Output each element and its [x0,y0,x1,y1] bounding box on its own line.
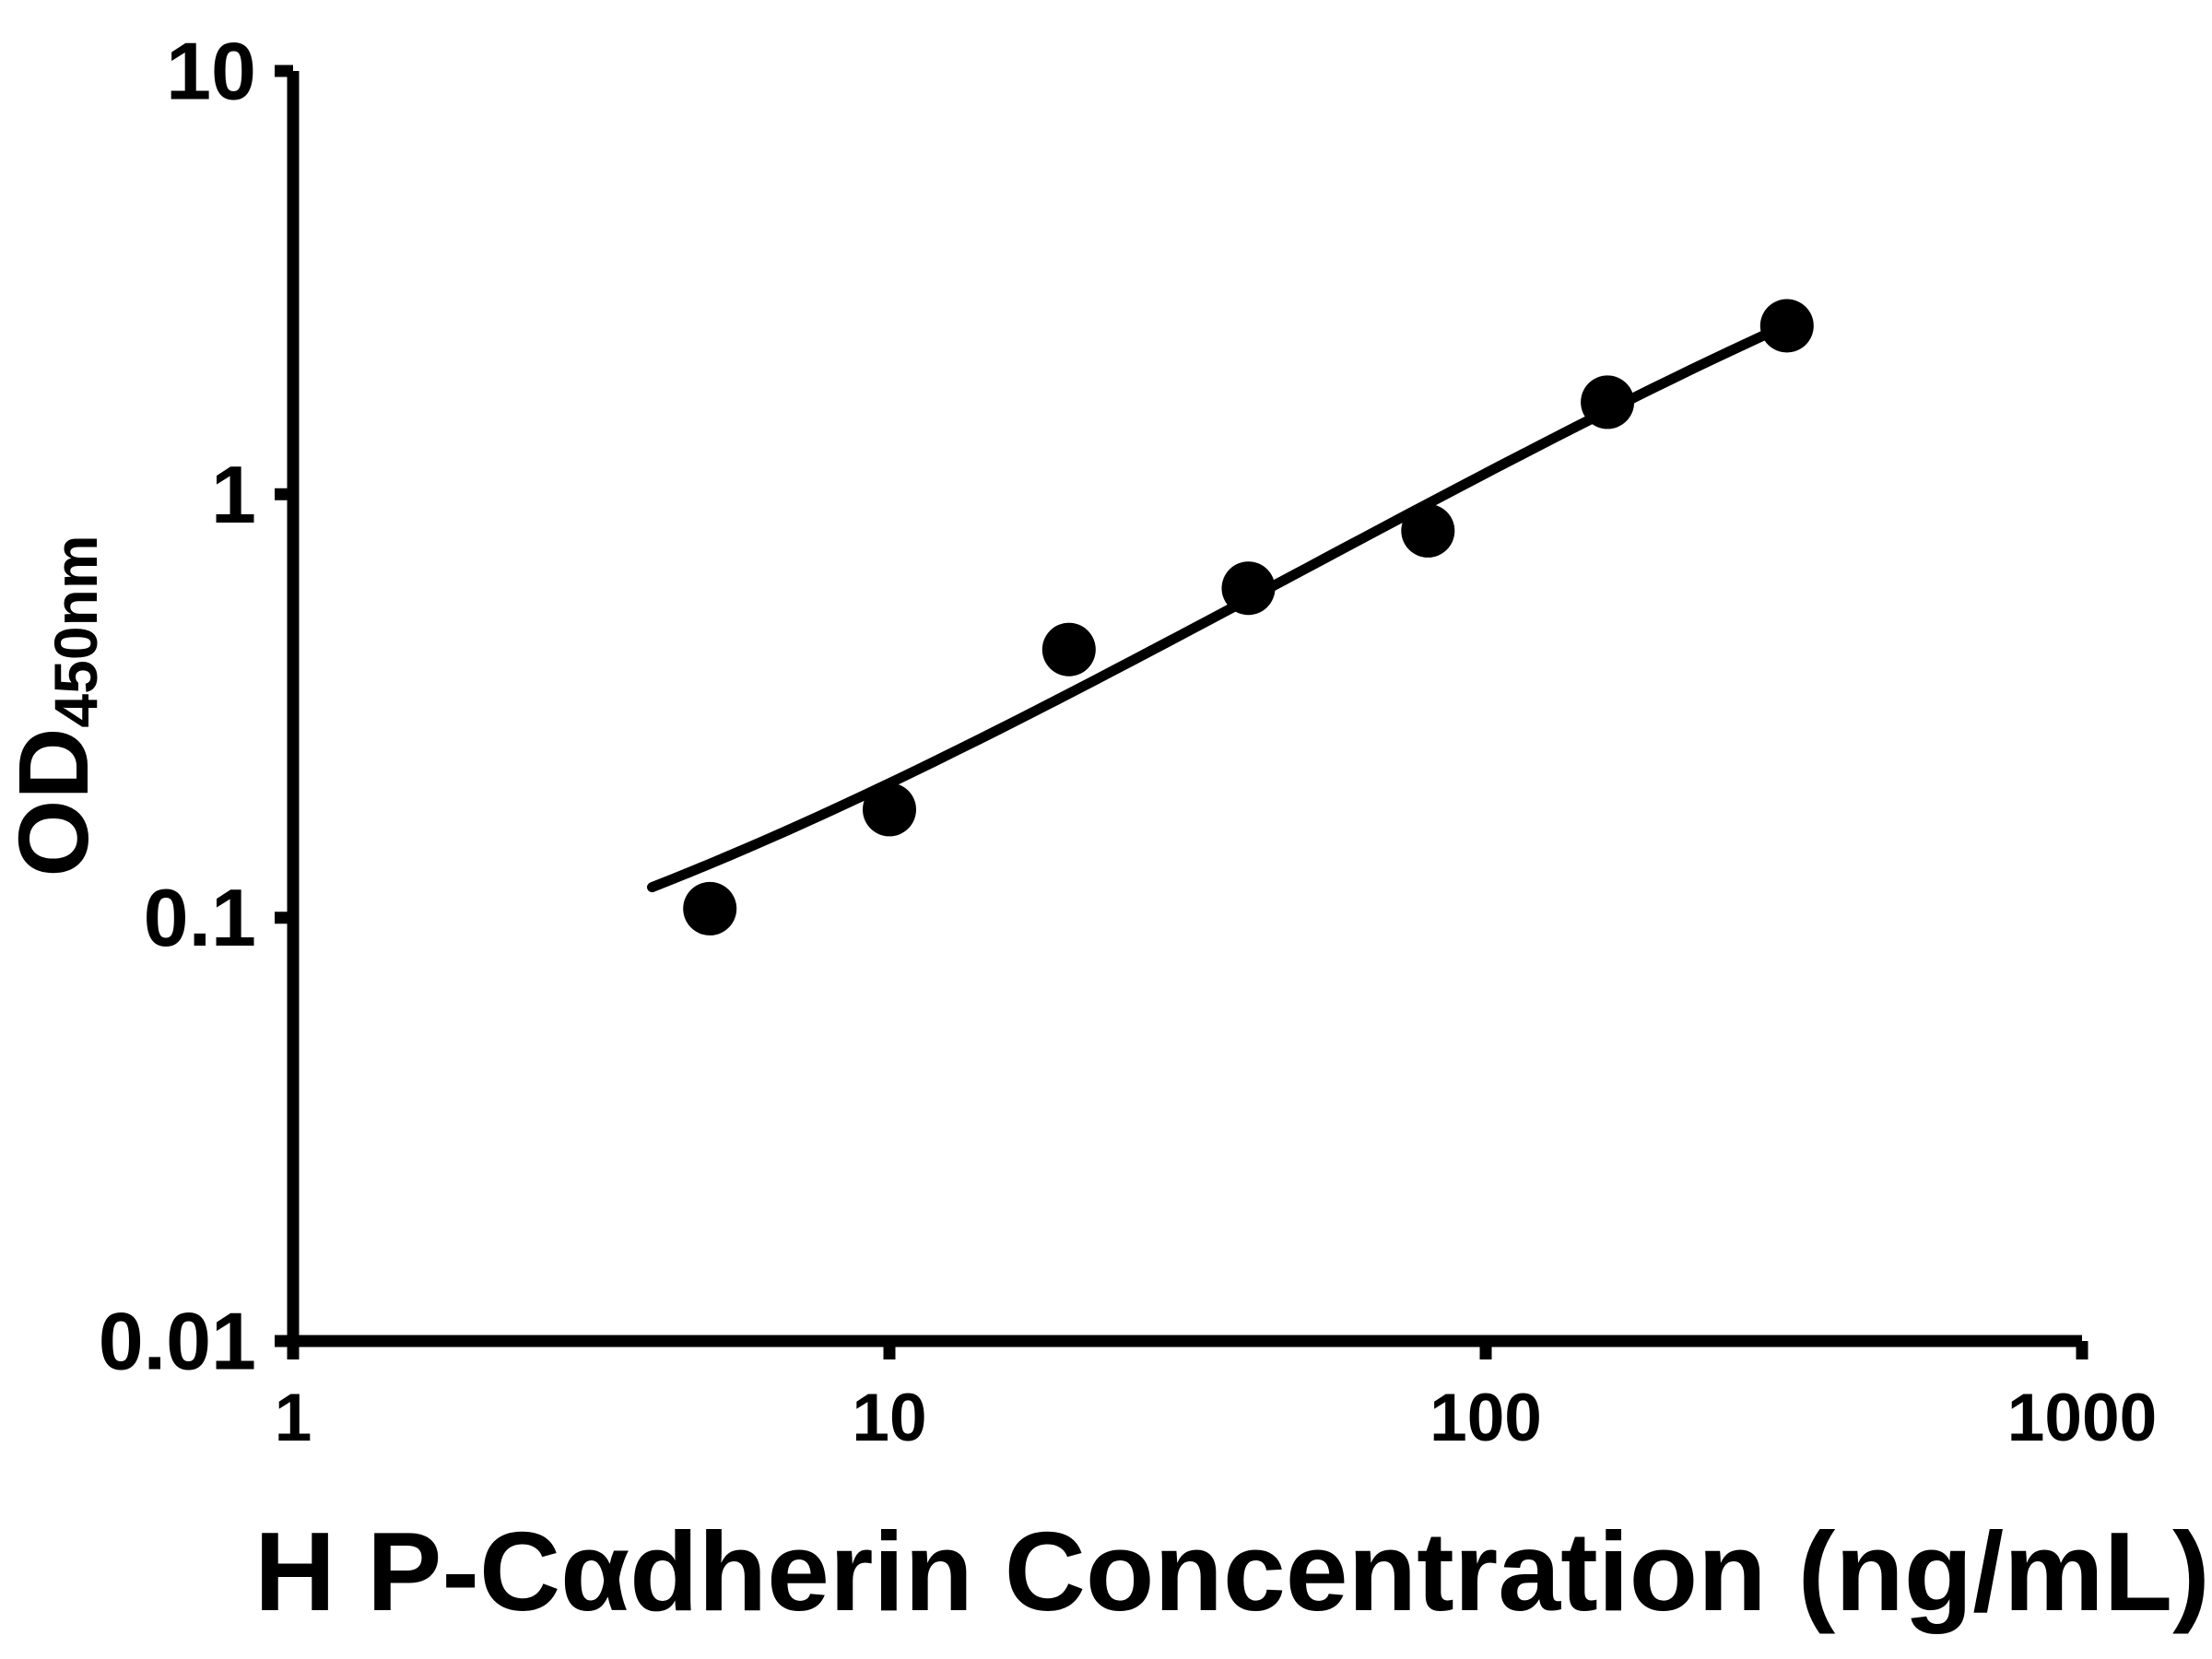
svg-text:100: 100 [1430,1381,1542,1455]
svg-text:0.01: 0.01 [99,1296,256,1387]
svg-text:1: 1 [211,449,256,540]
svg-text:10: 10 [852,1381,926,1455]
svg-text:OD450nm: OD450nm [0,535,110,877]
svg-text:H P-Cαdherin Concentration (ng: H P-Cαdherin Concentration (ng/mL) [254,1509,2210,1634]
svg-text:10: 10 [166,26,256,117]
svg-text:0.1: 0.1 [144,872,256,963]
svg-text:1: 1 [275,1381,312,1455]
svg-text:1000: 1000 [2007,1381,2157,1455]
